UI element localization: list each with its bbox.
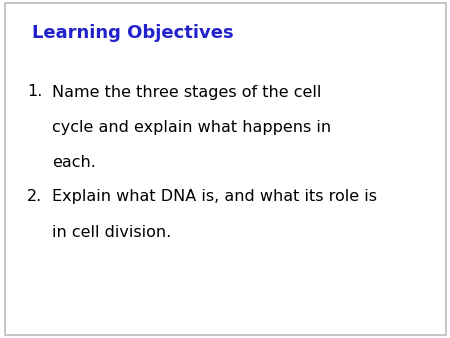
Text: Explain what DNA is, and what its role is: Explain what DNA is, and what its role i… [52, 189, 377, 204]
Text: each.: each. [52, 155, 95, 170]
Text: in cell division.: in cell division. [52, 225, 171, 240]
Text: 2.: 2. [27, 189, 42, 204]
Text: 1.: 1. [27, 84, 42, 99]
Text: Learning Objectives: Learning Objectives [32, 24, 233, 42]
FancyBboxPatch shape [4, 3, 446, 335]
Text: cycle and explain what happens in: cycle and explain what happens in [52, 120, 331, 135]
Text: Name the three stages of the cell: Name the three stages of the cell [52, 84, 321, 99]
